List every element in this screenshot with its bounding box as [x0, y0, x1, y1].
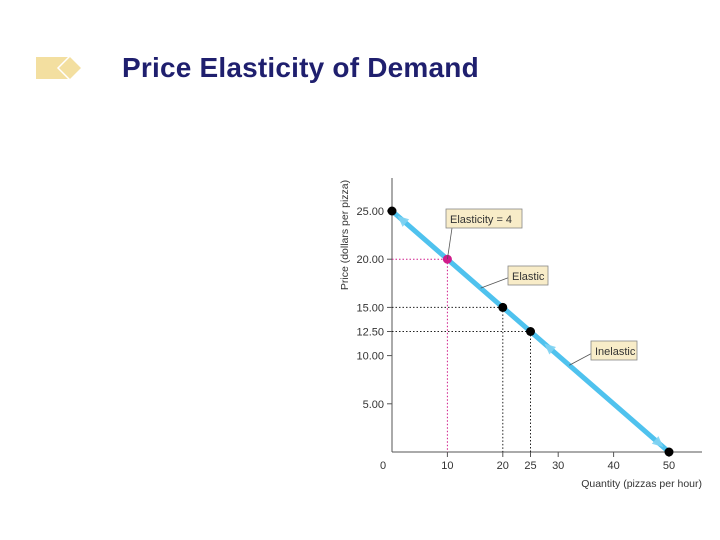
callout-label: Elastic	[512, 271, 545, 283]
y-tick-label: 12.50	[356, 327, 384, 339]
x-tick-label: 30	[552, 460, 564, 472]
callout-leader-line	[447, 227, 453, 260]
x-tick-label: 50	[663, 460, 675, 472]
x-axis-label: Quantity (pizzas per hour)	[581, 478, 702, 490]
x-tick-label: 25	[524, 460, 536, 472]
callout-label: Elasticity = 4	[450, 214, 512, 226]
y-tick-label: 20.00	[356, 254, 384, 266]
x-tick-label: 0	[380, 460, 386, 472]
callout-box	[590, 340, 638, 361]
callout-box	[445, 208, 523, 229]
callout-box	[507, 265, 549, 286]
curve-arrowhead	[397, 215, 410, 227]
y-tick-label: 10.00	[356, 351, 384, 363]
data-point	[526, 327, 535, 336]
curve-arrowhead	[544, 343, 556, 355]
diamond-bullet-icon	[36, 55, 84, 81]
x-tick-label: 20	[497, 460, 509, 472]
curve-arrowhead	[651, 436, 664, 448]
y-tick-label: 5.00	[363, 399, 384, 411]
slide-title: Price Elasticity of Demand	[122, 52, 479, 83]
y-tick-label: 25.00	[356, 206, 384, 218]
x-tick-label: 40	[607, 460, 619, 472]
y-axis-label: Price (dollars per pizza)	[339, 180, 351, 290]
data-point	[498, 302, 508, 312]
x-tick-label: 10	[441, 460, 453, 472]
data-point	[664, 447, 674, 457]
y-tick-label: 15.00	[356, 302, 384, 314]
data-point	[387, 206, 397, 216]
callout-label: Inelastic	[595, 346, 636, 358]
